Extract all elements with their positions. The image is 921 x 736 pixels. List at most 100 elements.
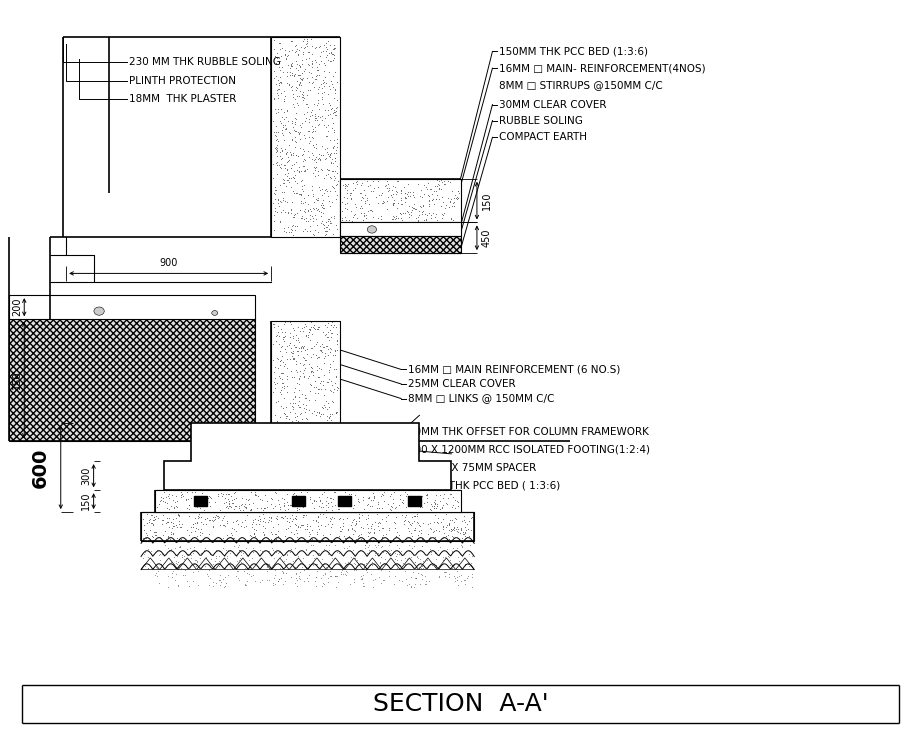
Point: [388, 570, 402, 581]
Point: [269, 397, 284, 408]
Point: [315, 500, 330, 512]
Point: [273, 76, 287, 88]
Text: 900 X 1200MM RCC ISOLATED FOOTING(1:2:4): 900 X 1200MM RCC ISOLATED FOOTING(1:2:4): [408, 445, 649, 455]
Point: [251, 518, 266, 530]
Point: [306, 212, 321, 224]
Point: [286, 229, 300, 241]
Point: [344, 519, 358, 531]
Point: [273, 151, 287, 163]
Point: [247, 523, 262, 534]
Point: [297, 92, 312, 104]
Point: [270, 415, 285, 427]
Point: [271, 575, 286, 587]
Point: [410, 494, 425, 506]
Point: [425, 559, 439, 570]
Point: [403, 571, 418, 583]
Point: [308, 153, 322, 165]
Point: [137, 546, 152, 558]
Point: [317, 557, 332, 569]
Point: [312, 49, 327, 61]
Point: [324, 496, 339, 508]
Point: [366, 495, 380, 506]
Point: [354, 570, 368, 581]
Point: [387, 516, 402, 528]
Point: [370, 508, 385, 520]
Point: [220, 500, 235, 512]
Point: [204, 492, 218, 503]
Point: [275, 492, 290, 504]
Point: [227, 486, 242, 498]
Point: [428, 193, 443, 205]
Point: [181, 499, 196, 511]
Point: [414, 561, 429, 573]
Point: [317, 341, 332, 353]
Point: [187, 517, 202, 529]
Point: [391, 197, 405, 208]
Point: [155, 514, 169, 526]
Point: [444, 488, 459, 500]
Point: [269, 134, 284, 146]
Point: [286, 171, 300, 183]
Point: [252, 510, 267, 522]
Point: [323, 47, 338, 59]
Point: [445, 542, 460, 553]
Point: [297, 66, 312, 77]
Point: [335, 520, 350, 532]
Point: [454, 514, 469, 526]
Point: [268, 512, 283, 524]
Point: [318, 539, 332, 551]
Point: [286, 171, 301, 183]
Point: [256, 520, 271, 532]
Point: [399, 192, 414, 204]
Point: [309, 56, 323, 68]
Point: [286, 88, 300, 100]
Point: [304, 534, 319, 545]
Point: [274, 154, 289, 166]
Point: [267, 565, 282, 576]
Point: [216, 581, 231, 592]
Point: [280, 206, 295, 218]
Point: [445, 545, 460, 557]
Point: [310, 97, 325, 109]
Point: [433, 503, 448, 514]
Point: [295, 117, 309, 129]
Point: [449, 574, 464, 586]
Point: [276, 360, 291, 372]
Point: [244, 530, 259, 542]
Point: [288, 342, 303, 353]
Point: [318, 113, 332, 124]
Point: [311, 58, 326, 70]
Point: [284, 149, 298, 161]
Point: [171, 580, 186, 592]
Point: [312, 351, 327, 363]
Point: [366, 185, 380, 197]
Point: [309, 60, 324, 72]
Point: [444, 530, 459, 542]
Point: [442, 201, 457, 213]
Point: [461, 530, 476, 542]
Point: [355, 534, 369, 545]
Point: [329, 581, 344, 592]
Point: [300, 199, 315, 210]
Point: [224, 491, 239, 503]
Point: [317, 578, 332, 590]
Point: [270, 143, 285, 155]
Point: [165, 494, 180, 506]
Point: [280, 548, 295, 559]
Point: [193, 526, 208, 538]
Point: [410, 517, 425, 528]
Point: [427, 502, 442, 514]
Point: [274, 196, 288, 208]
Point: [205, 521, 220, 533]
Point: [386, 180, 401, 192]
Point: [145, 509, 159, 520]
Point: [414, 527, 428, 539]
Point: [434, 534, 449, 545]
Point: [270, 92, 285, 104]
Point: [449, 531, 463, 543]
Point: [291, 79, 306, 91]
Point: [274, 77, 288, 88]
Point: [402, 186, 417, 198]
Point: [282, 63, 297, 74]
Point: [185, 545, 200, 556]
